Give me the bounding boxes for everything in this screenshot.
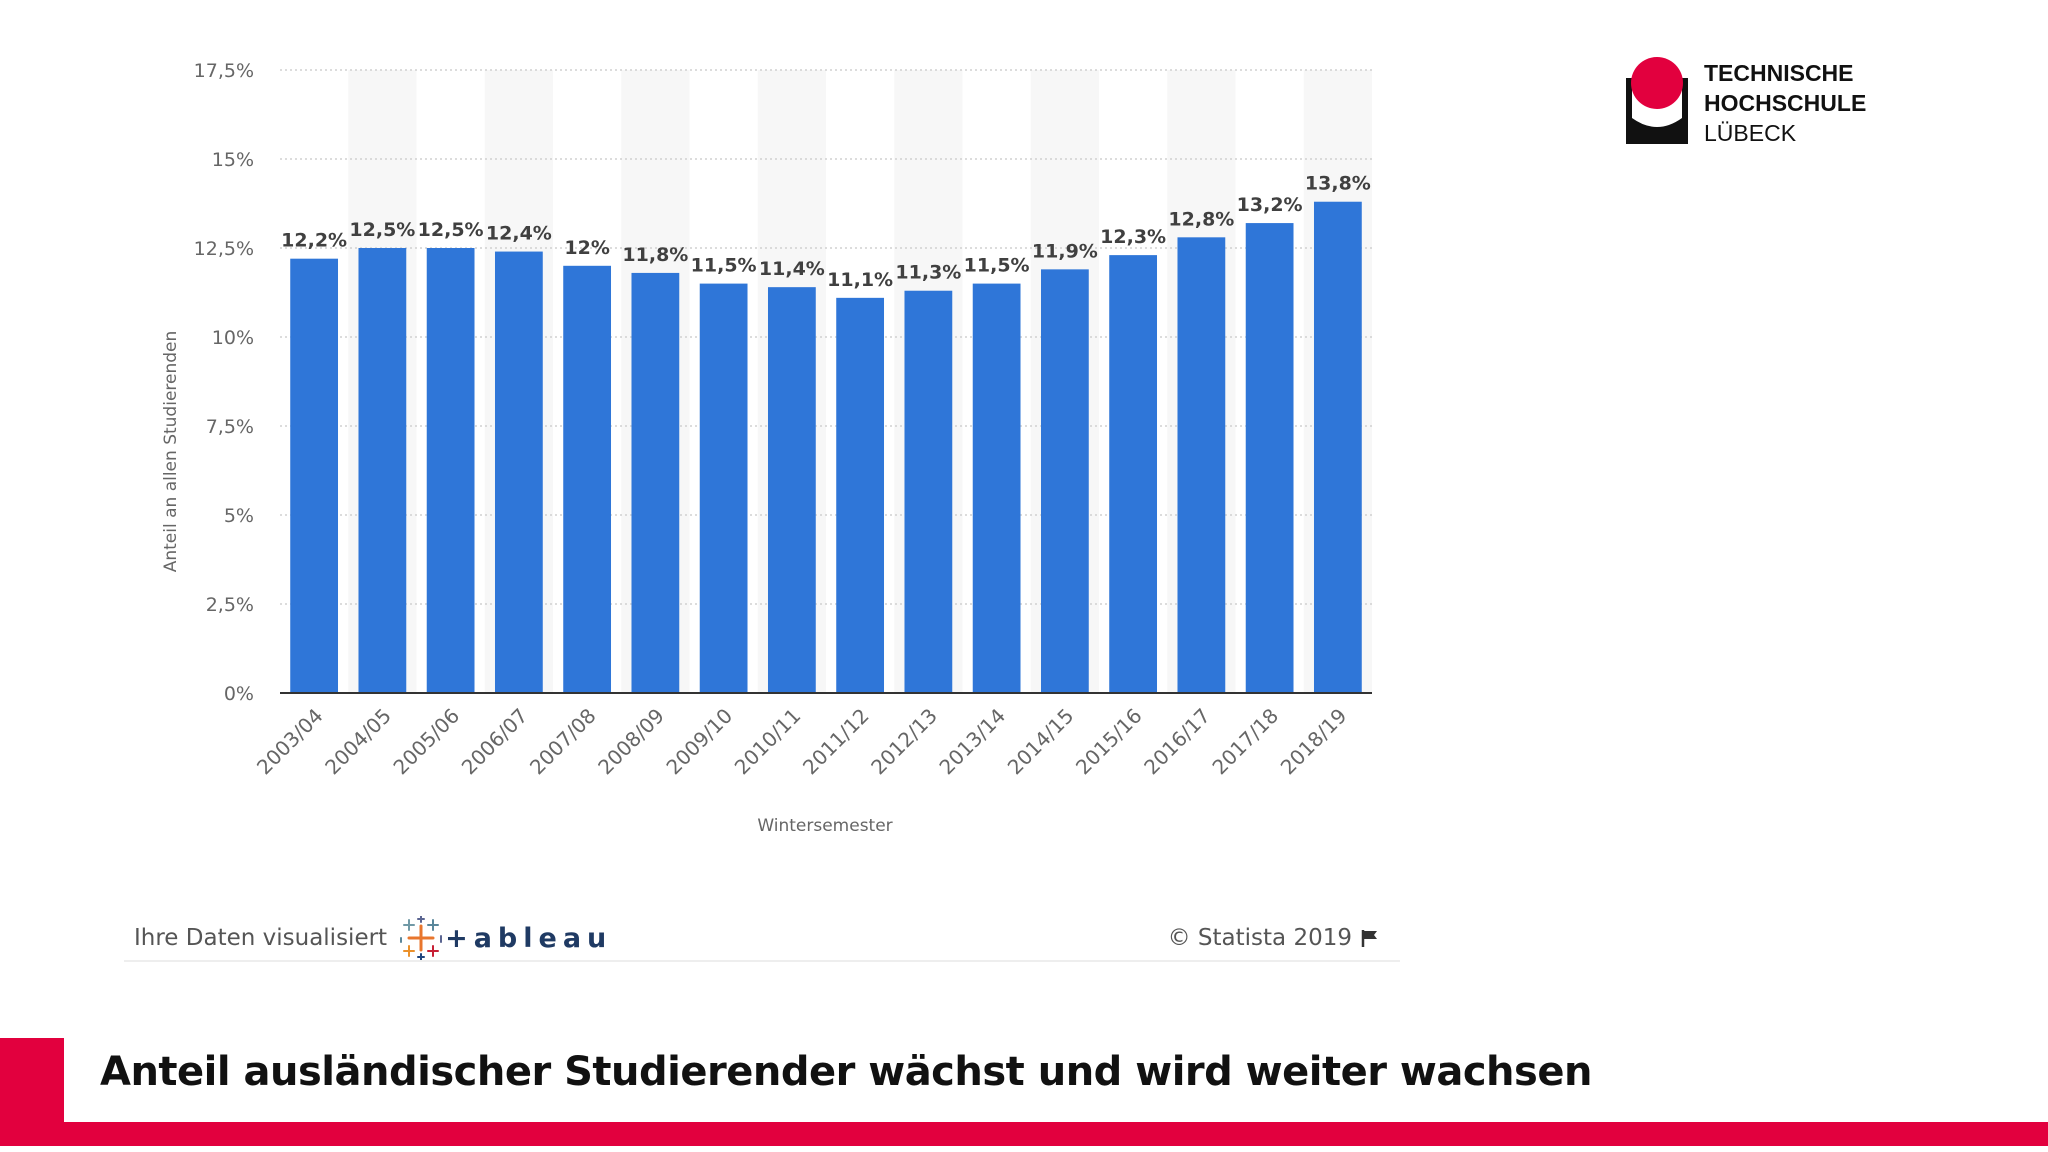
statista-credit[interactable]: © Statista 2019: [1168, 918, 1380, 958]
bar: [1177, 237, 1226, 693]
value-label: 11,9%: [1032, 240, 1098, 262]
y-tick-label: 5%: [224, 505, 254, 527]
x-tick-label: 2009/10: [661, 704, 737, 780]
bar: [1245, 223, 1294, 693]
credit-divider: [124, 960, 1400, 962]
y-tick-label: 0%: [224, 683, 254, 705]
logo-text: TECHNISCHE HOCHSCHULE LÜBECK: [1704, 58, 1866, 148]
x-tick-label: 2011/12: [798, 704, 874, 780]
bar: [494, 251, 543, 693]
bars: [290, 201, 1362, 693]
value-label: 12,8%: [1168, 208, 1234, 230]
bar: [767, 287, 816, 693]
bar: [290, 258, 339, 693]
bar: [1040, 269, 1089, 693]
value-label: 12,3%: [1100, 226, 1166, 248]
logo-line-3: LÜBECK: [1704, 120, 1797, 146]
x-tick-label: 2013/14: [934, 704, 1010, 780]
bar: [631, 272, 680, 693]
statista-credit-text: © Statista 2019: [1167, 925, 1352, 951]
value-label: 12,4%: [486, 223, 552, 245]
bar: [699, 283, 748, 693]
value-label: 13,8%: [1305, 173, 1371, 195]
bar: [563, 265, 612, 693]
x-tick-label: 2014/15: [1003, 704, 1079, 780]
tableau-credit-text: Ihre Daten visualisiert: [134, 925, 388, 951]
y-tick-label: 12,5%: [194, 238, 254, 260]
x-tick-label: 2003/04: [252, 704, 328, 780]
tableau-credit[interactable]: Ihre Daten visualisiert +ableau: [134, 916, 613, 960]
value-label: 12,5%: [349, 219, 415, 241]
th-luebeck-logo: TECHNISCHE HOCHSCHULE LÜBECK: [1624, 56, 1884, 148]
x-tick-label: 2010/11: [730, 704, 806, 780]
y-axis-title: Anteil an allen Studierenden: [161, 331, 181, 573]
flag-icon[interactable]: [1360, 928, 1380, 948]
x-tick-label: 2016/17: [1139, 704, 1215, 780]
y-tick-label: 2,5%: [206, 594, 254, 616]
x-axis-title: Wintersemester: [757, 816, 892, 836]
bar: [972, 283, 1021, 693]
tableau-logo-text: +ableau: [445, 922, 613, 954]
bar: [1313, 201, 1362, 693]
tableau-cross-icon: [400, 916, 443, 960]
bar: [358, 248, 407, 693]
y-tick-label: 15%: [212, 149, 254, 171]
value-label: 11,4%: [759, 258, 825, 280]
x-tick-label: 2017/18: [1207, 704, 1283, 780]
y-tick-label: 7,5%: [206, 416, 254, 438]
x-tick-label: 2007/08: [525, 704, 601, 780]
bar: [1109, 255, 1158, 693]
x-tick-label: 2004/05: [320, 704, 396, 780]
value-label: 13,2%: [1237, 194, 1303, 216]
logo-line-1: TECHNISCHE: [1704, 60, 1854, 86]
value-label: 12,2%: [281, 230, 347, 252]
value-labels: 12,2% 12,5% 12,5% 12,4%12% 11,8% 11,5% 11,4% 11…: [281, 173, 1371, 291]
x-tick-label: 2006/07: [457, 704, 533, 780]
x-tick-label: 2018/19: [1276, 704, 1352, 780]
y-tick-label: 17,5%: [194, 60, 254, 82]
value-label: 11,5%: [691, 255, 757, 277]
bar: [904, 290, 953, 693]
x-tick-label: 2015/16: [1071, 704, 1147, 780]
x-tick-label: 2012/13: [866, 704, 942, 780]
bar: [836, 297, 885, 693]
value-label: 12,5%: [418, 219, 484, 241]
slide-title: Anteil ausländischer Studierender wächst…: [100, 1049, 1592, 1095]
x-tick-label: 2005/06: [388, 704, 464, 780]
value-label: 11,5%: [964, 255, 1030, 277]
bar: [426, 248, 475, 693]
value-label: 11,1%: [827, 269, 893, 291]
bar-chart: 0% 2,5% 5% 7,5% 10% 12,5% 15% 17,5% 12,2% 12,5% 1…: [161, 60, 1372, 836]
y-tick-label: 10%: [212, 327, 254, 349]
chart-svg: 0%2,5%5%7,5%10%12,5%15%17,5% 12,2% 12,5% 1…: [161, 60, 1372, 836]
logo-line-2: HOCHSCHULE: [1704, 90, 1867, 116]
logo-mark-icon: [1626, 57, 1688, 144]
y-axis-ticks: 0% 2,5% 5% 7,5% 10% 12,5% 15% 17,5%: [194, 60, 254, 705]
title-underline-bar: [0, 1122, 2048, 1146]
x-tick-label: 2008/09: [593, 704, 669, 780]
value-label: 12%: [564, 237, 609, 259]
value-label: 11,8%: [622, 244, 688, 266]
x-axis-ticks: 2003/042004/052005/062006/072007/082008/…: [252, 704, 1351, 780]
value-label: 11,3%: [895, 262, 961, 284]
